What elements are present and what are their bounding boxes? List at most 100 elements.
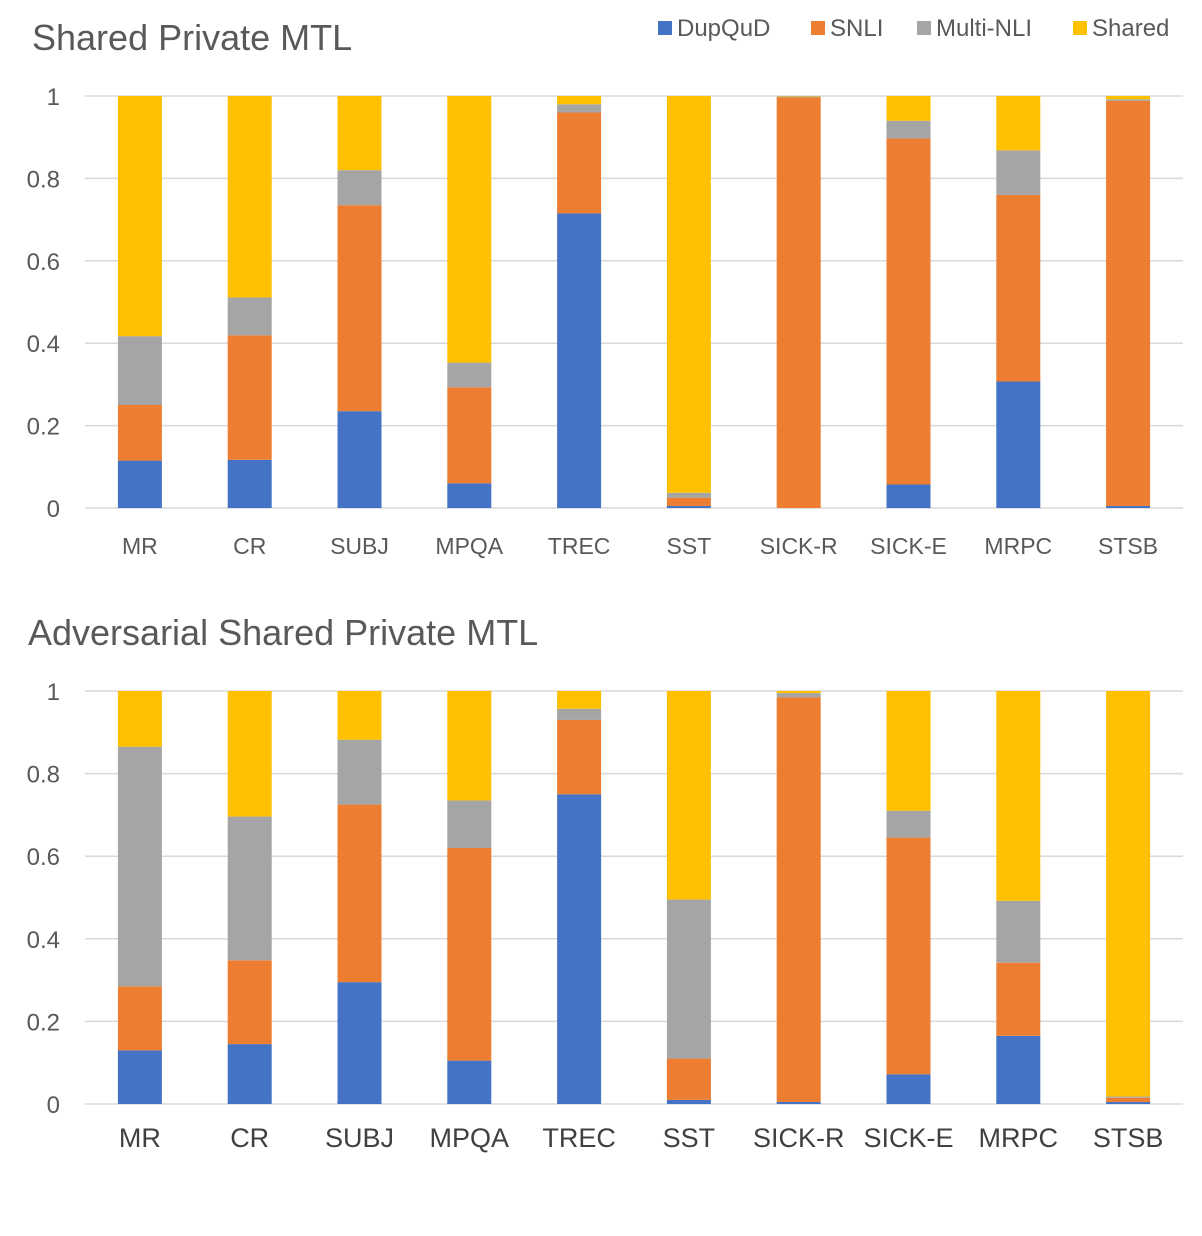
bar-dupqud-trec [557, 213, 601, 508]
bar-dupqud-subj [338, 411, 382, 508]
y-tick-label: 1 [47, 84, 60, 111]
y-tick-label: 0.2 [27, 414, 60, 441]
bar-multi-nli-stsb [1106, 1097, 1150, 1098]
x-tick-label: SICK-R [760, 533, 838, 559]
x-tick-label: MRPC [979, 1123, 1059, 1153]
bar-shared-mrpc [996, 691, 1040, 901]
bar-snli-sick-r [777, 97, 821, 508]
bar-snli-mr [118, 986, 162, 1050]
bar-multi-nli-stsb [1106, 99, 1150, 101]
bar-snli-stsb [1106, 101, 1150, 506]
bar-dupqud-mr [118, 461, 162, 508]
bar-dupqud-sick-e [887, 485, 931, 508]
y-tick-label: 0.8 [27, 166, 60, 193]
bar-multi-nli-sick-r [777, 96, 821, 97]
bar-multi-nli-subj [338, 740, 382, 805]
y-tick-label: 0.4 [27, 927, 60, 954]
x-tick-label: MPQA [435, 533, 503, 559]
bar-dupqud-sick-e [887, 1074, 931, 1104]
x-tick-label: SUBJ [330, 533, 389, 559]
bar-snli-sick-e [887, 838, 931, 1075]
legend-swatch-snli [811, 21, 825, 35]
bar-dupqud-mrpc [996, 382, 1040, 508]
x-tick-label: MR [119, 1123, 161, 1153]
bar-multi-nli-subj [338, 170, 382, 205]
y-tick-label: 0.6 [27, 249, 60, 276]
x-tick-label: CR [233, 533, 266, 559]
x-tick-label: STSB [1093, 1123, 1164, 1153]
y-tick-label: 0 [47, 496, 60, 523]
bar-snli-subj [338, 805, 382, 983]
bar-multi-nli-sick-r [777, 693, 821, 697]
bar-multi-nli-sst [667, 900, 711, 1059]
chart-title: Adversarial Shared Private MTL [28, 612, 538, 653]
chart-panel-2: Adversarial Shared Private MTL00.20.40.6… [27, 612, 1183, 1153]
bar-dupqud-mpqa [447, 1061, 491, 1104]
x-tick-label: SICK-E [863, 1123, 953, 1153]
bar-shared-sst [667, 96, 711, 493]
y-tick-label: 0.8 [27, 762, 60, 789]
bar-dupqud-mpqa [447, 483, 491, 508]
bar-multi-nli-mrpc [996, 901, 1040, 963]
bar-shared-sick-e [887, 691, 931, 811]
bar-multi-nli-sick-e [887, 811, 931, 838]
bar-snli-sst [667, 1059, 711, 1100]
bar-snli-subj [338, 205, 382, 411]
x-tick-label: TREC [548, 533, 611, 559]
bar-shared-sst [667, 691, 711, 900]
x-tick-label: CR [230, 1123, 269, 1153]
y-tick-label: 0.2 [27, 1009, 60, 1036]
bar-multi-nli-cr [228, 817, 272, 961]
bar-dupqud-sst [667, 506, 711, 508]
legend-label-multi-nli: Multi-NLI [936, 15, 1032, 42]
legend-label-snli: SNLI [830, 15, 883, 42]
bar-shared-cr [228, 96, 272, 297]
bar-snli-stsb [1106, 1098, 1150, 1102]
legend: DupQuD SNLI Multi-NLI Shared [658, 15, 1169, 42]
bar-dupqud-mr [118, 1050, 162, 1104]
bar-shared-mpqa [447, 96, 491, 363]
bar-multi-nli-mpqa [447, 800, 491, 847]
bar-shared-sick-e [887, 96, 931, 121]
x-tick-label: STSB [1098, 533, 1158, 559]
bar-multi-nli-mrpc [996, 150, 1040, 194]
bar-snli-mr [118, 405, 162, 461]
bar-snli-sick-r [777, 697, 821, 1102]
bar-dupqud-sst [667, 1100, 711, 1104]
bar-dupqud-stsb [1106, 506, 1150, 508]
bar-shared-trec [557, 96, 601, 104]
bar-dupqud-sick-r [777, 1102, 821, 1104]
bar-snli-mrpc [996, 195, 1040, 382]
x-tick-label: SICK-E [870, 533, 947, 559]
bar-shared-mrpc [996, 96, 1040, 150]
y-tick-label: 1 [47, 679, 60, 706]
bar-shared-mr [118, 96, 162, 336]
legend-label-dupqud: DupQuD [677, 15, 770, 42]
bar-shared-stsb [1106, 96, 1150, 99]
bar-multi-nli-mr [118, 336, 162, 405]
bar-snli-sst [667, 498, 711, 506]
x-tick-label: SST [667, 533, 712, 559]
x-tick-label: TREC [542, 1123, 616, 1153]
bar-shared-mr [118, 691, 162, 747]
bar-multi-nli-cr [228, 297, 272, 335]
y-tick-label: 0.6 [27, 844, 60, 871]
bar-multi-nli-trec [557, 104, 601, 112]
bar-snli-cr [228, 960, 272, 1044]
y-tick-label: 0.4 [27, 331, 60, 358]
bar-snli-sick-e [887, 138, 931, 484]
bar-shared-subj [338, 96, 382, 170]
bar-shared-mpqa [447, 691, 491, 800]
bar-shared-subj [338, 691, 382, 740]
legend-label-shared: Shared [1092, 15, 1169, 42]
bar-shared-stsb [1106, 691, 1150, 1097]
x-tick-label: SUBJ [325, 1123, 394, 1153]
bar-dupqud-mrpc [996, 1036, 1040, 1104]
bar-multi-nli-mpqa [447, 363, 491, 388]
x-tick-label: MPQA [430, 1123, 510, 1153]
bar-dupqud-subj [338, 982, 382, 1104]
bar-snli-mpqa [447, 848, 491, 1061]
